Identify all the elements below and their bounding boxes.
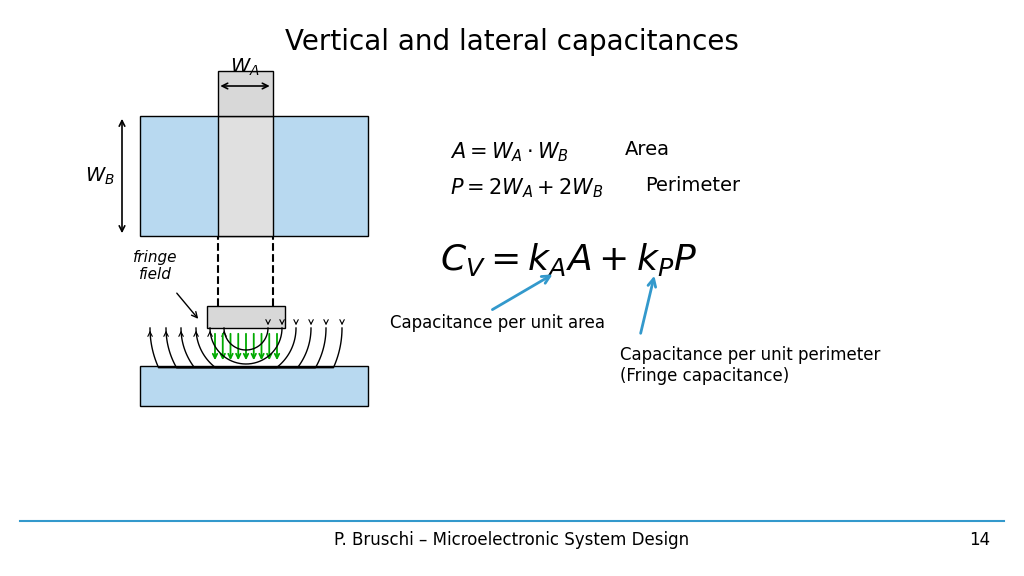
Text: P. Bruschi – Microelectronic System Design: P. Bruschi – Microelectronic System Desi… — [335, 531, 689, 549]
Text: $W_A$: $W_A$ — [230, 56, 260, 78]
Text: fringe
field: fringe field — [133, 250, 177, 282]
Text: Capacitance per unit area: Capacitance per unit area — [390, 314, 605, 332]
Bar — [217, 116, 272, 236]
Text: Capacitance per unit perimeter
(Fringe capacitance): Capacitance per unit perimeter (Fringe c… — [620, 346, 881, 385]
Text: $W_B$: $W_B$ — [85, 165, 115, 187]
Text: $C_V = k_A A + k_P P$: $C_V = k_A A + k_P P$ — [440, 241, 697, 278]
Text: 14: 14 — [969, 531, 990, 549]
Text: Area: Area — [625, 140, 670, 159]
Text: Perimeter: Perimeter — [645, 176, 740, 195]
Bar — [140, 116, 368, 236]
Bar — [140, 366, 368, 406]
Text: $P = 2W_A + 2W_B$: $P = 2W_A + 2W_B$ — [450, 176, 603, 200]
Text: $A = W_A \cdot W_B$: $A = W_A \cdot W_B$ — [450, 140, 568, 164]
Bar — [217, 71, 272, 116]
Bar — [207, 306, 285, 328]
Text: Vertical and lateral capacitances: Vertical and lateral capacitances — [285, 28, 739, 56]
